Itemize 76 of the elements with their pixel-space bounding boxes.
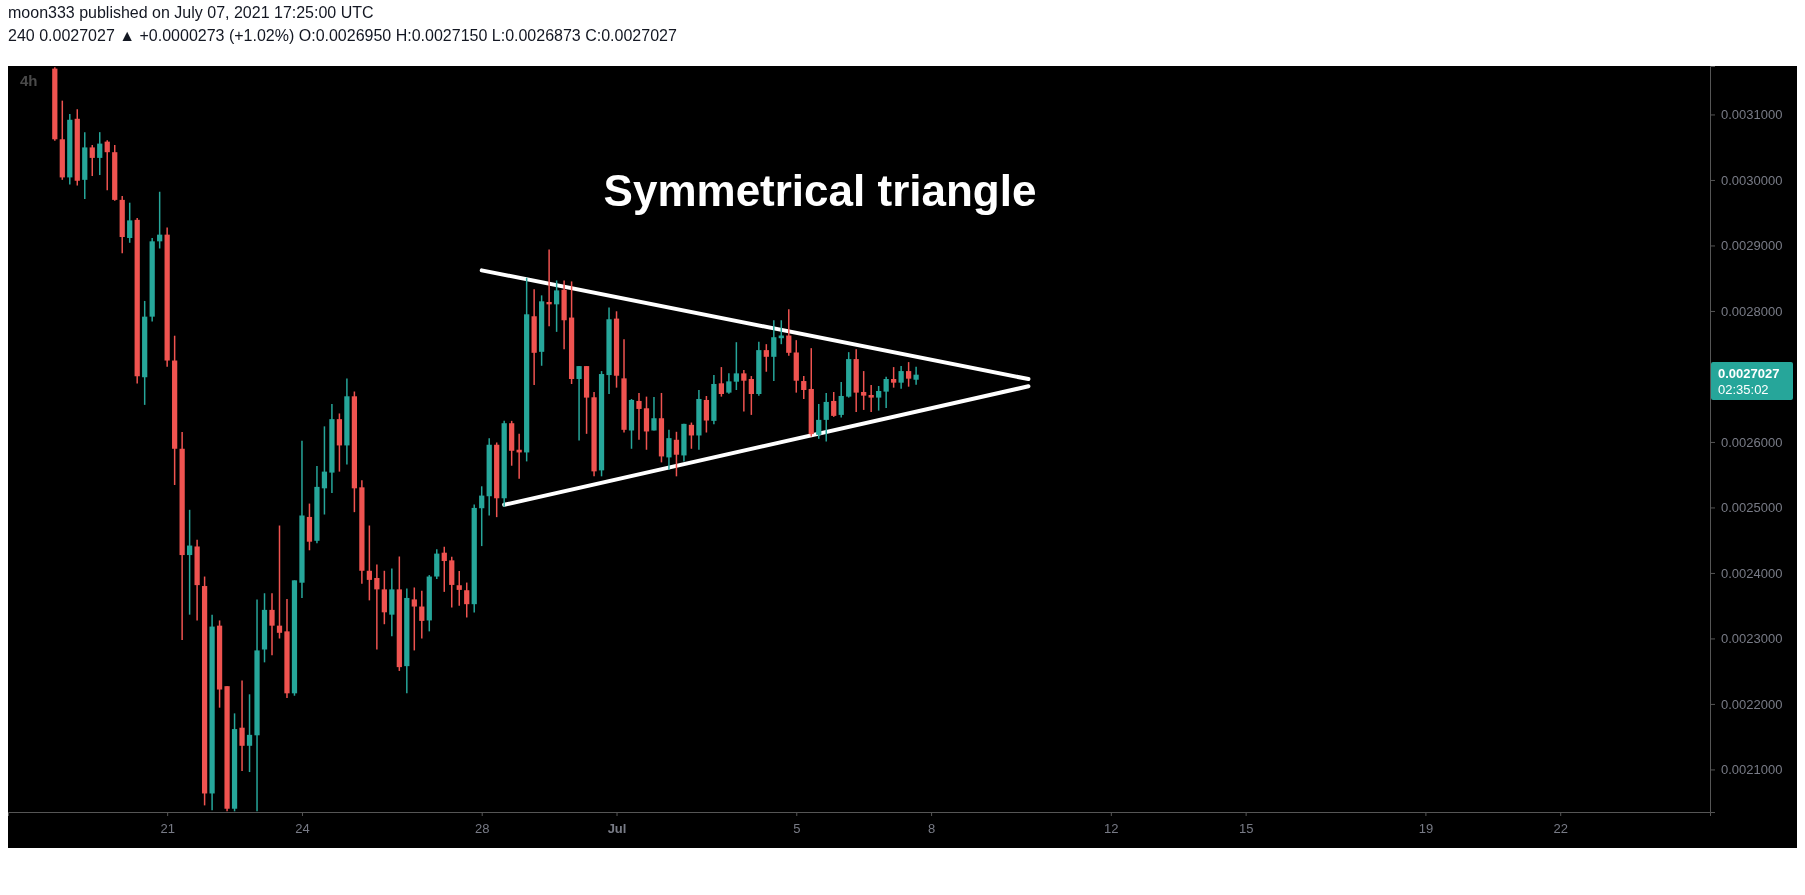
candlestick — [673, 431, 680, 478]
candlestick — [831, 391, 837, 418]
candlestick — [411, 586, 417, 652]
candlestick — [786, 308, 792, 357]
candlestick — [479, 485, 485, 547]
candlestick — [269, 592, 275, 656]
x-tick-label: 15 — [1238, 821, 1254, 837]
candlestick — [434, 548, 440, 580]
candlestick — [464, 581, 470, 619]
candlestick — [816, 403, 822, 440]
chart-subtitle: 4h — [20, 72, 38, 89]
y-tick-label: 0.0029000 — [1721, 238, 1783, 254]
candlestick — [883, 375, 889, 409]
candlestick — [546, 248, 552, 327]
candlestick — [636, 392, 642, 441]
candlestick — [576, 365, 582, 442]
x-tick-label: 21 — [160, 821, 175, 837]
candlestick — [726, 372, 732, 395]
x-tick-label: 8 — [927, 821, 936, 837]
y-tick-label: 0.0024000 — [1721, 565, 1783, 581]
y-tick-label: 0.0030000 — [1721, 172, 1783, 188]
candlestick — [718, 366, 724, 398]
x-tick-label: 5 — [793, 821, 801, 837]
candlestick — [763, 343, 769, 373]
candlestick — [801, 375, 807, 400]
candlestick — [876, 385, 882, 412]
text: 240 0.0027027 ▲ +0.0000273 (+1.02%) O:0.0026950 H:0.0027150 L:0.0026873 C:0.0027027 — [8, 27, 677, 44]
candlestick — [868, 384, 874, 413]
y-tick-label: 0.0023000 — [1721, 631, 1783, 647]
x-tick-label: 24 — [295, 821, 310, 837]
y-tick-label: 0.0021000 — [1721, 762, 1783, 778]
candlestick — [733, 341, 739, 391]
candlestick — [366, 524, 372, 602]
candlestick — [891, 366, 897, 389]
candlestick — [748, 375, 754, 416]
candlestick — [861, 370, 867, 411]
candlestick — [913, 365, 919, 386]
x-tick-label: 22 — [1553, 821, 1568, 837]
candlestick — [643, 395, 650, 451]
candlestick — [97, 131, 103, 176]
candlestick — [651, 396, 657, 432]
text: 0.0027027 — [1718, 366, 1780, 381]
candlestick — [703, 395, 710, 434]
candlestick — [276, 524, 283, 640]
x-tick-label: 28 — [474, 821, 490, 837]
candlestick — [906, 361, 912, 388]
x-tick-label: Jul — [607, 821, 627, 837]
candlestick — [374, 563, 380, 651]
candlestick — [838, 381, 844, 419]
text: 02:35:02 — [1718, 382, 1769, 397]
y-tick-label: 0.0026000 — [1721, 434, 1783, 450]
x-tick-label: 19 — [1418, 821, 1434, 837]
candlestick — [246, 693, 253, 773]
candlestick — [127, 201, 133, 244]
text: Symmetrical triangle — [603, 166, 1037, 215]
candlestick — [823, 392, 829, 443]
candlestick — [898, 365, 904, 390]
candlestick — [441, 545, 447, 593]
y-tick-label: 0.0025000 — [1721, 500, 1783, 516]
text: moon333 published on July 07, 2021 17:25:00 UTC — [8, 4, 374, 21]
candlestick — [239, 679, 245, 772]
x-tick-label: 12 — [1104, 821, 1119, 837]
y-tick-label: 0.0031000 — [1721, 107, 1783, 123]
candlestick — [666, 429, 672, 471]
candlestick — [553, 279, 560, 333]
candlestick — [187, 509, 193, 616]
candlestick — [741, 369, 747, 413]
candlestick — [89, 144, 95, 177]
candlestick — [456, 570, 462, 607]
candlestick — [419, 590, 425, 640]
y-tick-label: 0.0022000 — [1721, 696, 1783, 712]
candlestick — [381, 570, 387, 625]
candlestick — [104, 139, 110, 192]
y-tick-label: 0.0028000 — [1721, 303, 1783, 319]
candlestick — [771, 319, 777, 382]
candlestick — [321, 425, 328, 516]
